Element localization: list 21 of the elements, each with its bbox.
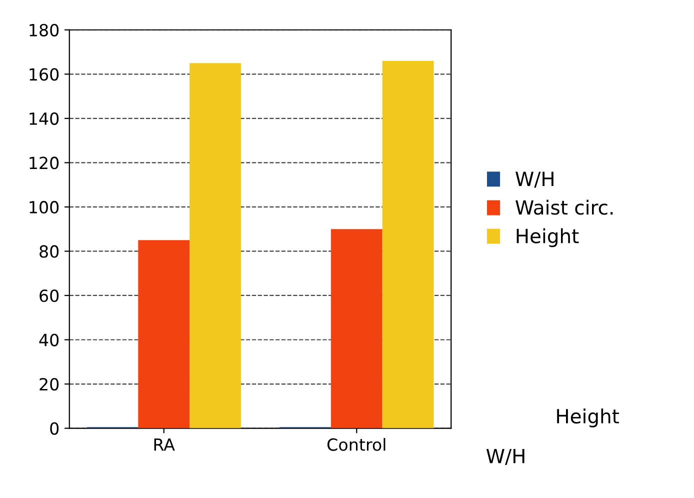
y-tick-label: 20 [40, 378, 59, 391]
legend-label: Height [516, 228, 579, 248]
x-tick-label: Control [327, 438, 386, 451]
y-tick-label: 120 [30, 156, 59, 170]
y-tick-label: 100 [30, 200, 59, 214]
bar [330, 229, 382, 428]
bar [382, 60, 434, 428]
y-tick-label: 180 [30, 24, 59, 36]
legend-label: W/H [516, 172, 554, 188]
y-tick-label: 40 [39, 334, 59, 346]
legend-label: Waist circ. [516, 200, 613, 215]
x-tick-label: RA [154, 438, 175, 451]
bar [190, 63, 241, 428]
bar [138, 240, 190, 428]
y-tick-label: 0 [50, 422, 59, 435]
y-tick-label: 140 [30, 112, 59, 125]
y-tick-label: 80 [40, 245, 59, 258]
y-tick-label: 160 [30, 68, 59, 81]
text: Height [557, 408, 620, 428]
y-tick-label: 60 [40, 289, 59, 302]
text: W/H [486, 448, 524, 465]
